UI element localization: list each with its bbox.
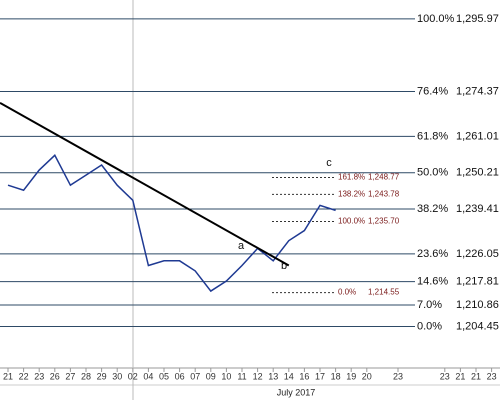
fib-level-price: 1,226.05 [456,248,499,260]
x-tick-label: 26 [50,371,60,381]
fib-level-price: 1,250.21 [456,167,499,179]
x-axis-label: July 2017 [277,387,316,397]
fib-level-price: 1,295.97 [456,13,499,25]
x-tick-label: 29 [97,371,107,381]
extension-percent: 161.8% [338,173,365,182]
x-tick-label: 23 [487,371,497,381]
x-tick-label: 23 [393,371,403,381]
x-tick-label: 22 [19,371,29,381]
x-tick-label: 28 [81,371,91,381]
wave-label: c [326,157,332,169]
x-tick-label: 05 [159,371,169,381]
fib-level-percent: 61.8% [417,130,448,142]
extension-price: 1,248.77 [368,173,400,182]
x-tick-label: 10 [221,371,231,381]
x-tick-label: 07 [190,371,200,381]
fib-level-price: 1,261.01 [456,130,499,142]
extension-price: 1,214.55 [368,288,400,297]
x-tick-label: 04 [143,371,153,381]
x-tick-label: 20 [362,371,372,381]
fib-level-price: 1,210.86 [456,299,499,311]
fib-level-price: 1,217.81 [456,276,499,288]
extension-price: 1,235.70 [368,217,400,226]
x-tick-label: 21 [3,371,13,381]
trendline [0,101,290,267]
x-tick-label: 21 [471,371,481,381]
extension-price: 1,243.78 [368,189,400,198]
x-tick-label: 09 [206,371,216,381]
fib-level-price: 1,204.45 [456,320,499,332]
x-tick-label: 18 [331,371,341,381]
x-tick-label: 06 [175,371,185,381]
fib-level-percent: 76.4% [417,85,448,97]
x-tick-label: 23 [440,371,450,381]
extension-percent: 100.0% [338,217,365,226]
x-tick-label: 16 [299,371,309,381]
fib-level-percent: 7.0% [417,299,442,311]
x-tick-label: 21 [455,371,465,381]
price-line [7,154,336,293]
fib-level-price: 1,274.37 [456,85,499,97]
x-tick-label: 23 [34,371,44,381]
x-tick-label: 27 [65,371,75,381]
fib-level-percent: 100.0% [417,13,455,25]
x-tick-label: 11 [237,371,246,381]
x-tick-label: 14 [284,371,294,381]
wave-label: b [281,260,287,272]
fib-level-percent: 14.6% [417,276,448,288]
wave-label: a [238,240,245,252]
x-tick-label: 30 [112,371,122,381]
fib-level-percent: 50.0% [417,167,448,179]
x-tick-label: 12 [253,371,263,381]
x-tick-label: 17 [315,371,325,381]
fib-level-percent: 23.6% [417,248,448,260]
fib-level-percent: 0.0% [417,320,442,332]
fib-level-percent: 38.2% [417,203,448,215]
x-tick-label: 13 [268,371,278,381]
extension-percent: 138.2% [338,189,365,198]
extension-percent: 0.0% [338,288,356,297]
fib-level-price: 1,239.41 [456,203,499,215]
x-tick-label: 02 [128,371,138,381]
x-tick-label: 19 [346,371,356,381]
